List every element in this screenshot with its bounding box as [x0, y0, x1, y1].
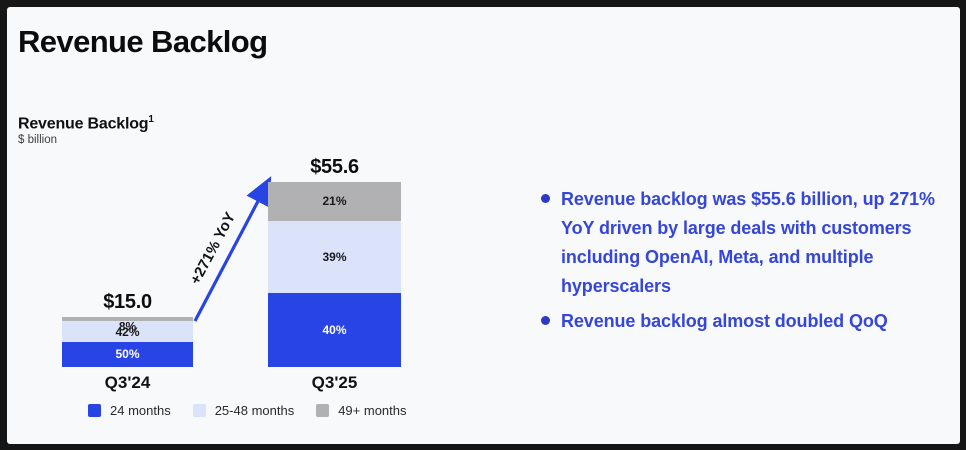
legend-label: 25-48 months	[214, 403, 295, 418]
segment-percent-label: 39%	[322, 249, 347, 264]
legend-label: 24 months	[110, 403, 171, 418]
bullet-dot-icon	[541, 315, 550, 325]
legend-swatch	[316, 404, 330, 417]
bar-segment: 50%	[62, 342, 193, 367]
chart-title-text: Revenue Backlog	[18, 115, 149, 133]
growth-arrow-icon	[193, 176, 272, 322]
x-axis-label: Q3'24	[104, 373, 151, 392]
slide-background	[7, 7, 960, 444]
legend-label: 49+ months	[338, 403, 407, 418]
legend-item: 25-48 months	[192, 403, 295, 418]
chart-title: Revenue Backlog1	[18, 114, 154, 133]
x-axis-label: Q3'25	[311, 373, 358, 392]
bar-column: 21% 39% 40%	[268, 182, 401, 367]
segment-percent-label: 8%	[118, 319, 137, 334]
bullet-item: Revenue backlog almost doubled QoQ	[541, 307, 951, 336]
legend-item: 49+ months	[316, 403, 407, 418]
key-points-list: Revenue backlog was $55.6 billion, up 27…	[541, 185, 951, 336]
bar-segment: 8%	[62, 317, 193, 333]
legend-swatch	[192, 404, 206, 417]
bar-segment: 21%	[268, 182, 401, 221]
bar-total-label: $55.6	[310, 156, 359, 178]
chart-legend: 24 months 25-48 months 49+ months	[88, 403, 407, 418]
bar-segment: 42%	[62, 321, 193, 343]
legend-item: 24 months	[88, 403, 171, 418]
bullet-item: Revenue backlog was $55.6 billion, up 27…	[541, 185, 951, 302]
footnote-marker: 1	[148, 114, 154, 125]
chart-unit-label: $ billion	[18, 134, 57, 146]
segment-percent-label: 42%	[115, 324, 140, 339]
bullet-dot-icon	[541, 194, 550, 203]
bullet-text: Revenue backlog almost doubled QoQ	[561, 310, 888, 331]
legend-swatch	[88, 404, 101, 417]
page-title: Revenue Backlog	[18, 24, 268, 59]
bar-total-label: $15.0	[103, 291, 152, 314]
bar-column: 8% 42% 50%	[62, 317, 193, 367]
bar-segment: 39%	[268, 220, 401, 293]
bullet-text: Revenue backlog was $55.6 billion, up 27…	[561, 189, 935, 297]
bar-segment: 40%	[268, 292, 401, 367]
segment-percent-label: 21%	[322, 194, 347, 209]
segment-percent-label: 50%	[115, 347, 140, 362]
segment-percent-label: 40%	[322, 322, 347, 337]
